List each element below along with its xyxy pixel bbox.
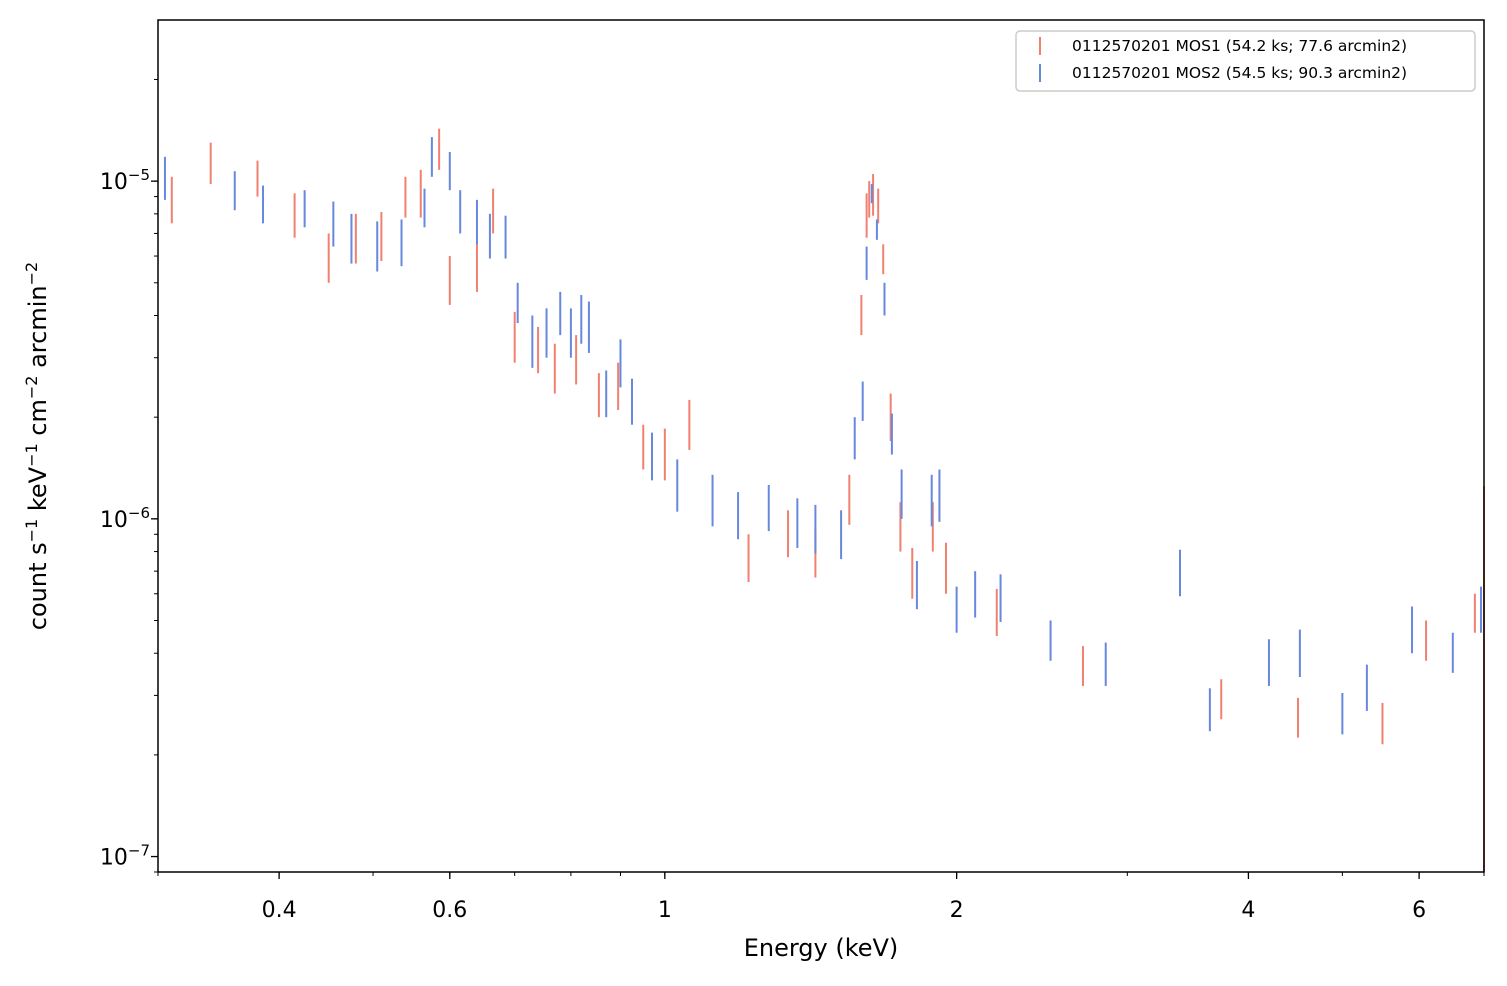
x-tick-label: 4: [1241, 898, 1255, 923]
x-tick-label: 1: [658, 898, 672, 923]
x-tick-label: 2: [950, 898, 964, 923]
y-ticks: 10−5 10−6 10−7: [100, 166, 158, 871]
x-tick-label: 6: [1412, 898, 1426, 923]
legend-label-mos2: 0112570201 MOS2 (54.5 ks; 90.3 arcmin2): [1072, 64, 1407, 82]
x-tick-label: 0.4: [262, 898, 297, 923]
series-mos2: [163, 137, 1482, 735]
y-tick-label: 10−6: [100, 504, 150, 533]
legend-box: [1015, 30, 1476, 92]
x-tick-label: 0.6: [432, 898, 467, 923]
legend-label-mos1: 0112570201 MOS1 (54.2 ks; 77.6 arcmin2): [1072, 37, 1407, 55]
x-axis-label: Energy (keV): [744, 934, 899, 962]
y-tick-label: 10−7: [100, 842, 150, 871]
series-mos1: [170, 128, 1485, 872]
x-ticks: 0.4 0.6 1 2 4 6: [262, 872, 1426, 923]
y-axis-label: count s−1 keV−1 cm−2 arcmin−2: [22, 262, 52, 630]
plot-frame: [157, 19, 1485, 873]
series-group: [163, 128, 1485, 872]
legend: 0112570201 MOS1 (54.2 ks; 77.6 arcmin2) …: [1015, 30, 1476, 92]
y-tick-label: 10−5: [100, 166, 150, 195]
